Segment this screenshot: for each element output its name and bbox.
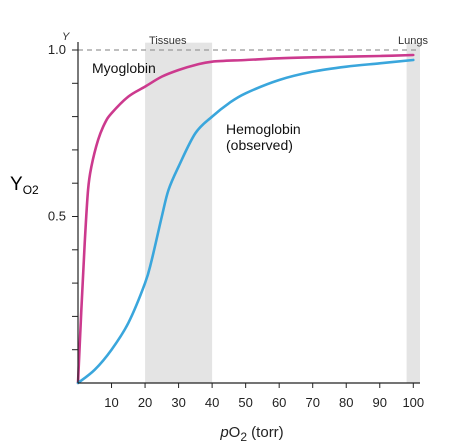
y-side-main: Y <box>10 174 23 195</box>
x-axis-title: pO2 (torr) <box>219 424 283 444</box>
x-tick-label: 50 <box>238 395 252 410</box>
x-tick-label: 90 <box>373 395 387 410</box>
y-tick-label: 1.0 <box>48 42 66 57</box>
series-label-hemoglobin-observed: (observed) <box>226 137 293 153</box>
shaded-region-lungs <box>406 42 420 384</box>
x-title-sub: O <box>229 424 241 441</box>
x-tick-label: 10 <box>104 395 118 410</box>
x-tick-label: 40 <box>205 395 219 410</box>
series-label-hemoglobin: Hemoglobin <box>226 121 301 137</box>
series-line-hemoglobin <box>76 58 415 385</box>
shaded-region-tissues <box>145 42 213 384</box>
y-tick-label: 0.5 <box>48 209 66 224</box>
labels: Tissues Lungs Myoglobin Hemoglobin (obse… <box>10 31 428 444</box>
region-label-lungs: Lungs <box>398 35 428 47</box>
x-tick-label: 80 <box>339 395 353 410</box>
x-title-sub2: 2 <box>240 430 247 444</box>
x-tick-label: 30 <box>171 395 185 410</box>
x-tick-label: 100 <box>402 395 424 410</box>
x-tick-label: 70 <box>305 395 319 410</box>
axes <box>77 42 420 384</box>
y-axis-side-label: YO2 <box>10 174 39 197</box>
region-label-tissues: Tissues <box>149 35 187 47</box>
x-tick-label: 60 <box>272 395 286 410</box>
curves <box>76 53 415 385</box>
y-axis-top-label: Y <box>62 31 70 43</box>
x-tick-label: 20 <box>138 395 152 410</box>
y-side-sub: O2 <box>23 183 39 197</box>
ticks: 10 20 30 40 50 60 70 80 90 100 1.0 0.5 <box>48 42 424 410</box>
x-title-prefix: p <box>219 424 228 441</box>
shaded-regions <box>145 42 420 384</box>
x-title-suffix: (torr) <box>247 424 284 441</box>
series-label-myoglobin: Myoglobin <box>92 60 156 76</box>
series-line-myoglobin <box>76 53 415 385</box>
